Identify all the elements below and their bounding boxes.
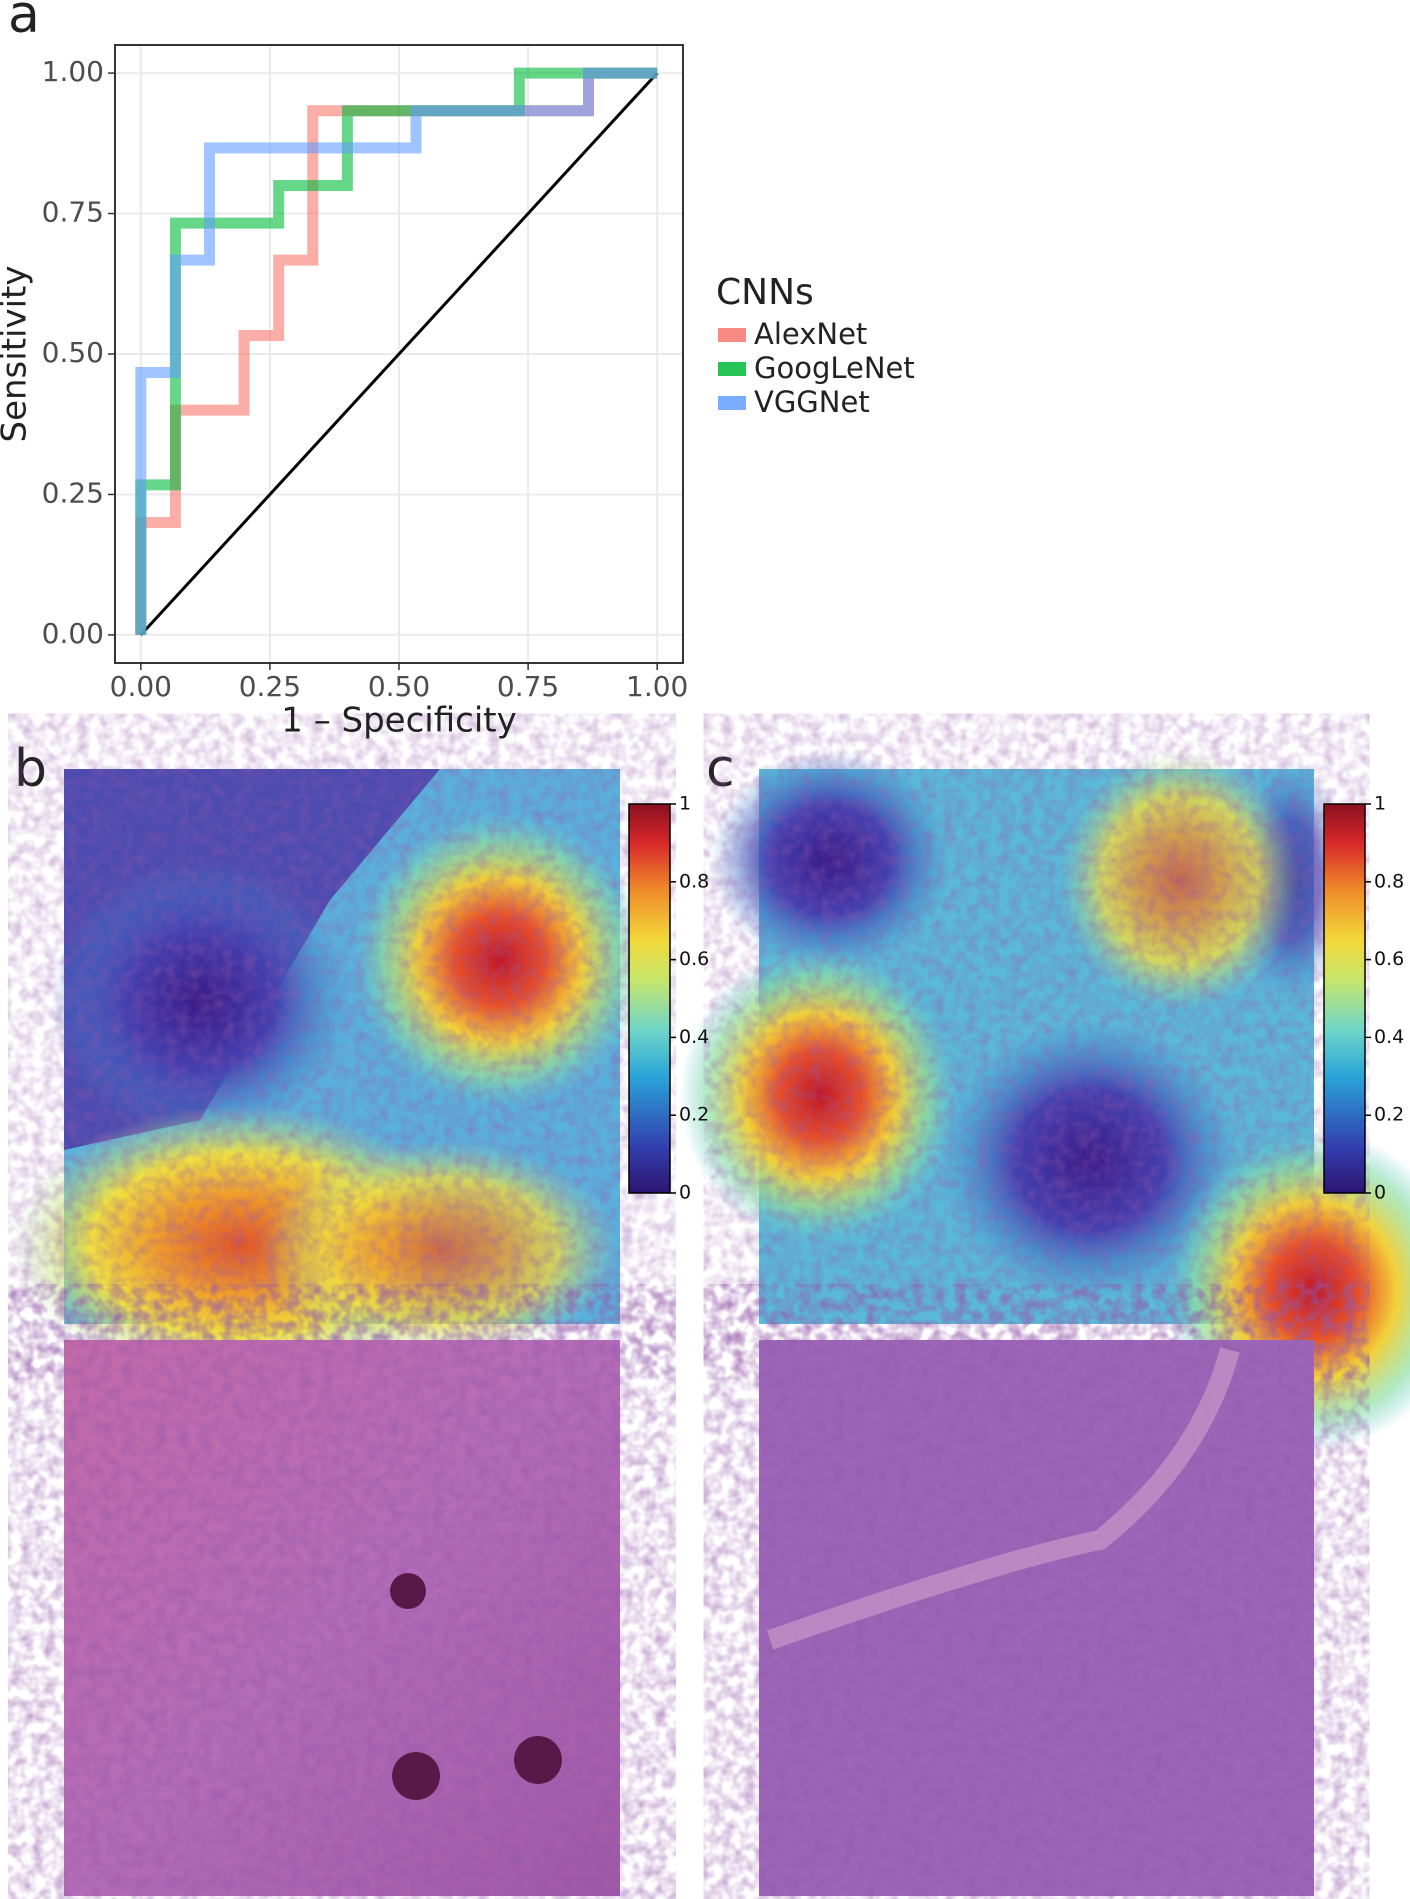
x-tick-label: 0.75 [497,670,559,703]
y-tick-label: 0.00 [42,617,104,650]
colorbar-tick-label: 0.6 [1374,948,1404,970]
colorbar-tick-label: 0.2 [1374,1104,1404,1126]
roc-curve [135,67,658,635]
panel-label: a [8,0,40,45]
plot-border [114,44,684,664]
colorbar [628,803,671,1194]
x-axis-title: 1 – Specificity [281,701,516,741]
legend-label: VGGNet [754,385,870,419]
x-tick-label: 0.50 [368,670,430,703]
y-tick-label: 0.50 [42,336,104,369]
colorbar-tick-label: 0.4 [679,1026,709,1048]
heatmap-image [10,769,650,1385]
legend-label: AlexNet [754,317,867,351]
heatmap-image [680,750,1410,1450]
legend-label: GoogLeNet [754,351,915,385]
colorbar-tick-label: 0 [679,1182,691,1204]
colorbar-tick-label: 0.2 [679,1104,709,1126]
y-tick-label: 0.25 [42,476,104,509]
y-tick-label: 0.75 [42,196,104,229]
x-tick-label: 1.00 [626,670,688,703]
y-axis-title: Sensitivity [0,265,35,442]
diagonal [139,72,659,636]
colorbar [1323,803,1366,1194]
colorbar-tick-label: 0.8 [1374,870,1404,892]
panel-label: b [14,739,47,799]
x-tick-label: 0.00 [110,670,172,703]
colorbar-tick-label: 0.8 [679,870,709,892]
colorbar-tick-label: 1 [679,793,691,815]
colorbar-tick-label: 0 [1374,1182,1386,1204]
legend-key [718,328,746,342]
legend-title: CNNs [716,272,814,313]
histology-image [64,1340,620,1896]
legend-key [718,396,746,410]
colorbar-tick-label: 1 [1374,793,1386,815]
legend-key [718,362,746,376]
x-tick-label: 0.25 [239,670,301,703]
y-tick-label: 1.00 [42,55,104,88]
histology-image [759,1340,1314,1896]
panel-label: c [706,739,735,799]
colorbar-tick-label: 0.6 [679,948,709,970]
roc-curve [135,67,658,635]
colorbar-tick-label: 0.4 [1374,1026,1404,1048]
